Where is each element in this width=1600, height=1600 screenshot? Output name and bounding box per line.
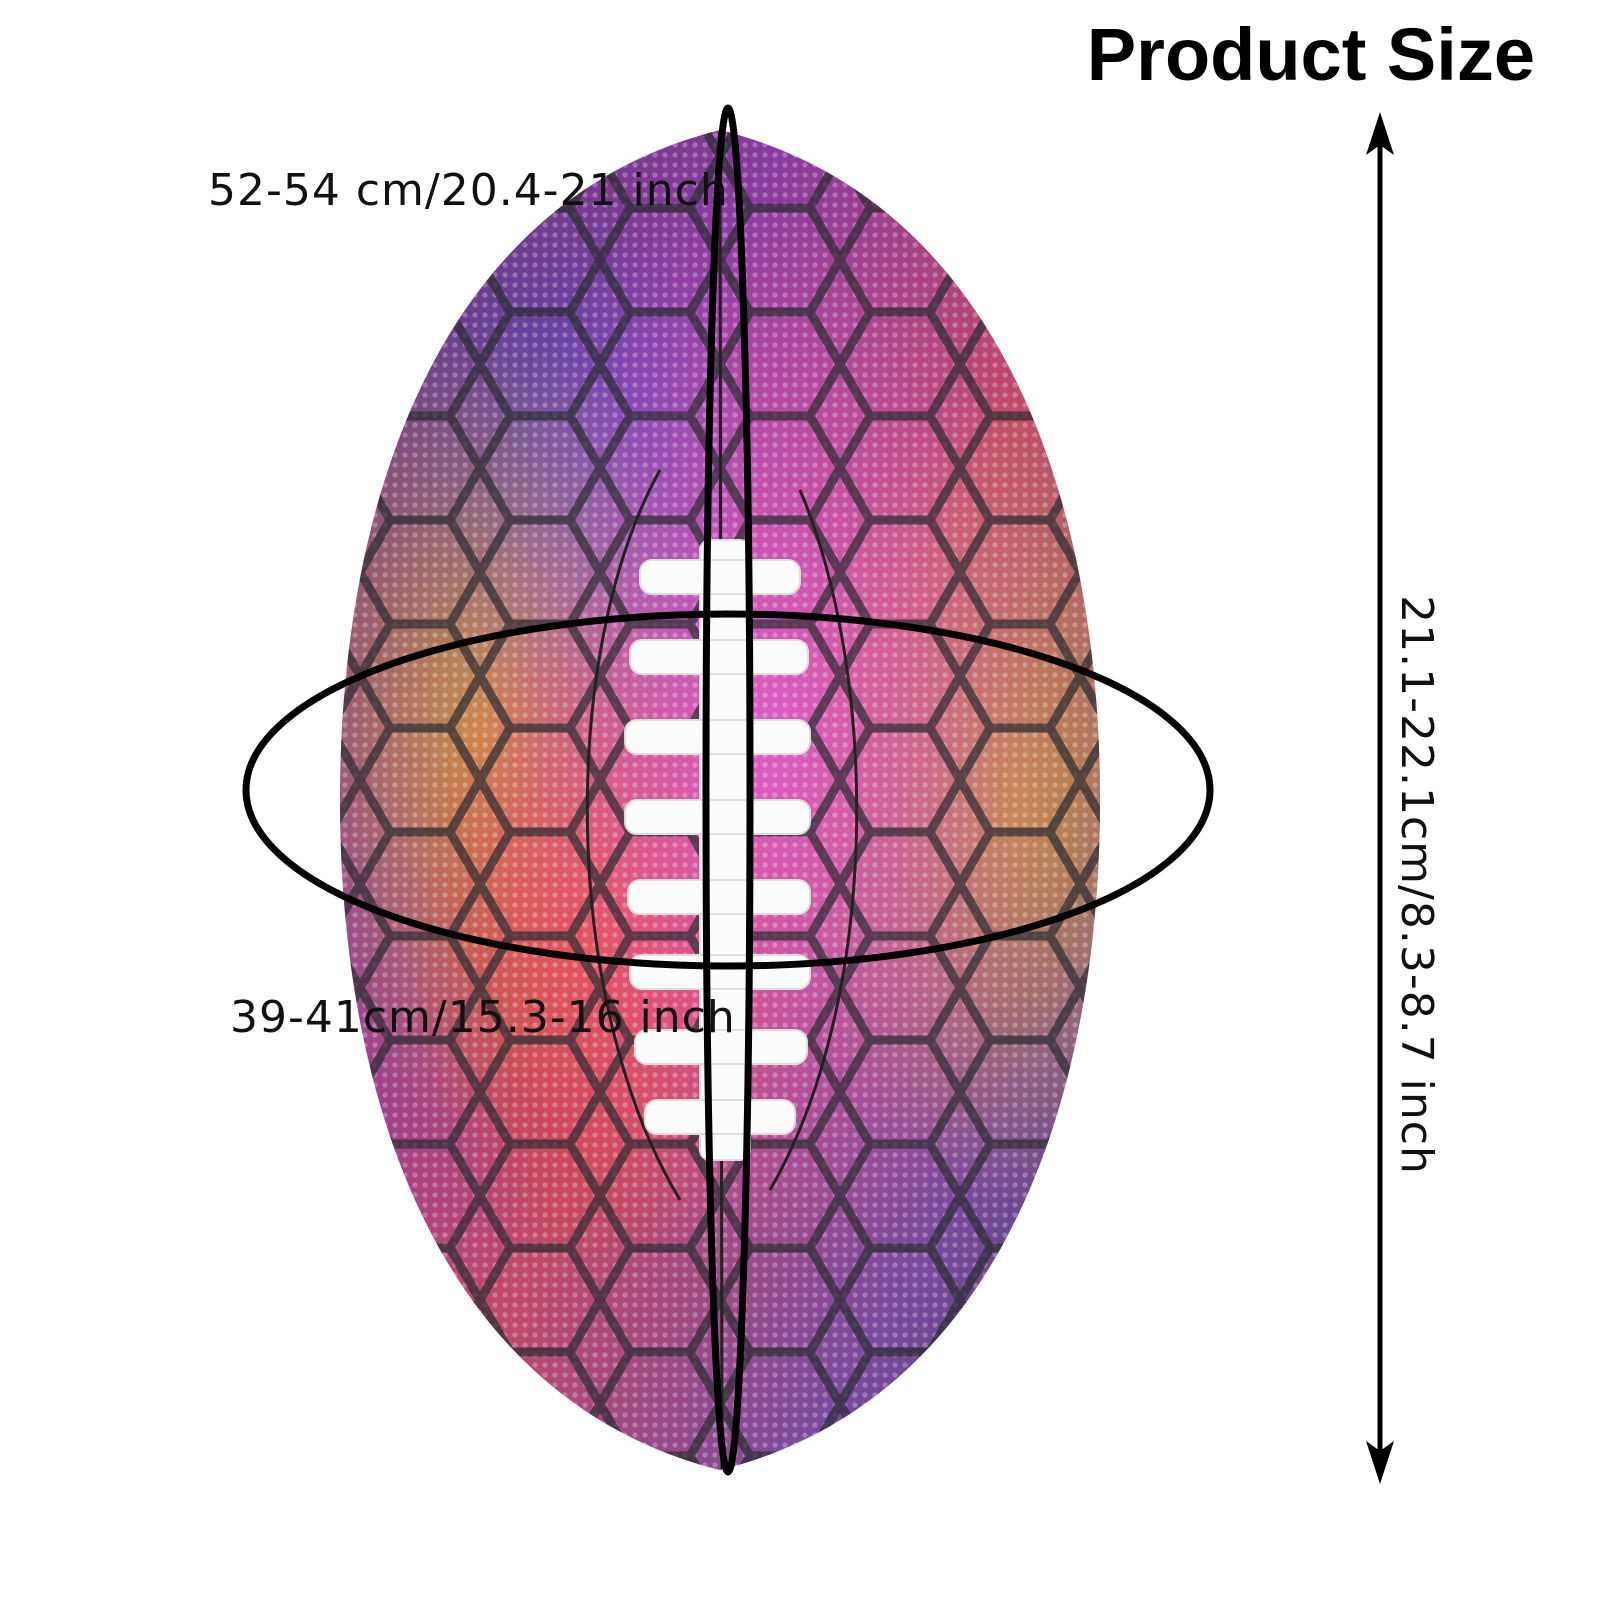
short-circumference-label: 39-41cm/15.3-16 inch bbox=[230, 992, 736, 1043]
length-arrow bbox=[1366, 112, 1394, 1484]
long-circumference-label: 52-54 cm/20.4-21 inch bbox=[208, 165, 729, 216]
girth-ring bbox=[242, 610, 1214, 970]
title: Product Size bbox=[1087, 13, 1535, 96]
laces bbox=[624, 539, 811, 1161]
length-label: 21.1-22.1cm/8.3-8.7 inch bbox=[1391, 595, 1442, 1175]
length-ring bbox=[702, 104, 754, 1476]
